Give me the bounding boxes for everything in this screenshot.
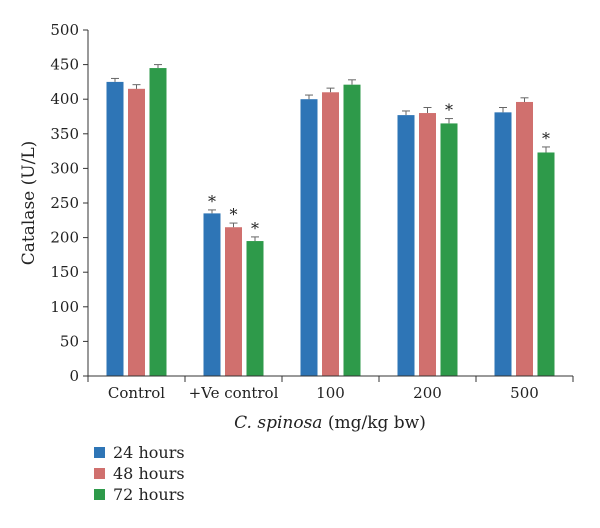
y-tick-label: 500 bbox=[50, 21, 79, 39]
y-tick-label: 150 bbox=[50, 263, 79, 281]
legend-swatch bbox=[94, 447, 105, 458]
y-tick-label: 350 bbox=[50, 125, 79, 143]
axes-layer: 0 50 100 150 200 250 300 350 400 450 500 Control +Ve… bbox=[50, 21, 574, 402]
significance-marker: * bbox=[208, 192, 216, 211]
y-axis-title: Catalase (U/L) bbox=[19, 141, 39, 265]
bar bbox=[537, 152, 555, 376]
bar bbox=[322, 92, 339, 376]
y-tick-label: 450 bbox=[50, 56, 79, 74]
bar bbox=[225, 227, 242, 376]
significance-marker: * bbox=[542, 129, 550, 148]
x-tick-label: 100 bbox=[316, 384, 345, 402]
x-tick-label: 200 bbox=[413, 384, 442, 402]
bars-layer: * * * * * bbox=[106, 64, 555, 377]
bar bbox=[419, 113, 436, 376]
y-tick-label: 100 bbox=[50, 298, 79, 316]
bar bbox=[494, 112, 512, 377]
bar bbox=[106, 81, 124, 377]
y-tick-label: 200 bbox=[50, 229, 79, 247]
bar bbox=[128, 88, 145, 376]
x-axis-title-units: (mg/kg bw) bbox=[322, 413, 425, 433]
bar bbox=[440, 123, 458, 376]
x-axis-title-italic: C. spinosa bbox=[234, 413, 322, 433]
legend-label: 24 hours bbox=[113, 443, 185, 462]
y-tick-label: 0 bbox=[69, 367, 79, 385]
y-tick-label: 250 bbox=[50, 194, 79, 212]
significance-marker: * bbox=[445, 101, 453, 120]
legend: 24 hours 48 hours 72 hours bbox=[94, 443, 185, 504]
bar bbox=[343, 84, 361, 376]
bar bbox=[149, 68, 167, 376]
y-tick-label: 300 bbox=[50, 159, 79, 177]
legend-swatch bbox=[94, 468, 105, 479]
legend-label: 48 hours bbox=[113, 464, 185, 483]
x-axis-title: C. spinosa (mg/kg bw) bbox=[234, 413, 426, 433]
bar bbox=[300, 99, 318, 376]
y-tick-label: 400 bbox=[50, 90, 79, 108]
significance-marker: * bbox=[230, 205, 238, 224]
legend-label: 72 hours bbox=[113, 485, 185, 504]
bar bbox=[203, 213, 221, 376]
bar bbox=[246, 241, 264, 376]
significance-marker: * bbox=[251, 219, 259, 238]
legend-swatch bbox=[94, 489, 105, 500]
y-tick-label: 50 bbox=[60, 332, 79, 350]
bar bbox=[397, 115, 415, 376]
x-tick-label: +Ve control bbox=[189, 384, 279, 402]
bar bbox=[516, 101, 533, 376]
x-tick-label: Control bbox=[108, 384, 165, 402]
x-tick-label: 500 bbox=[510, 384, 539, 402]
